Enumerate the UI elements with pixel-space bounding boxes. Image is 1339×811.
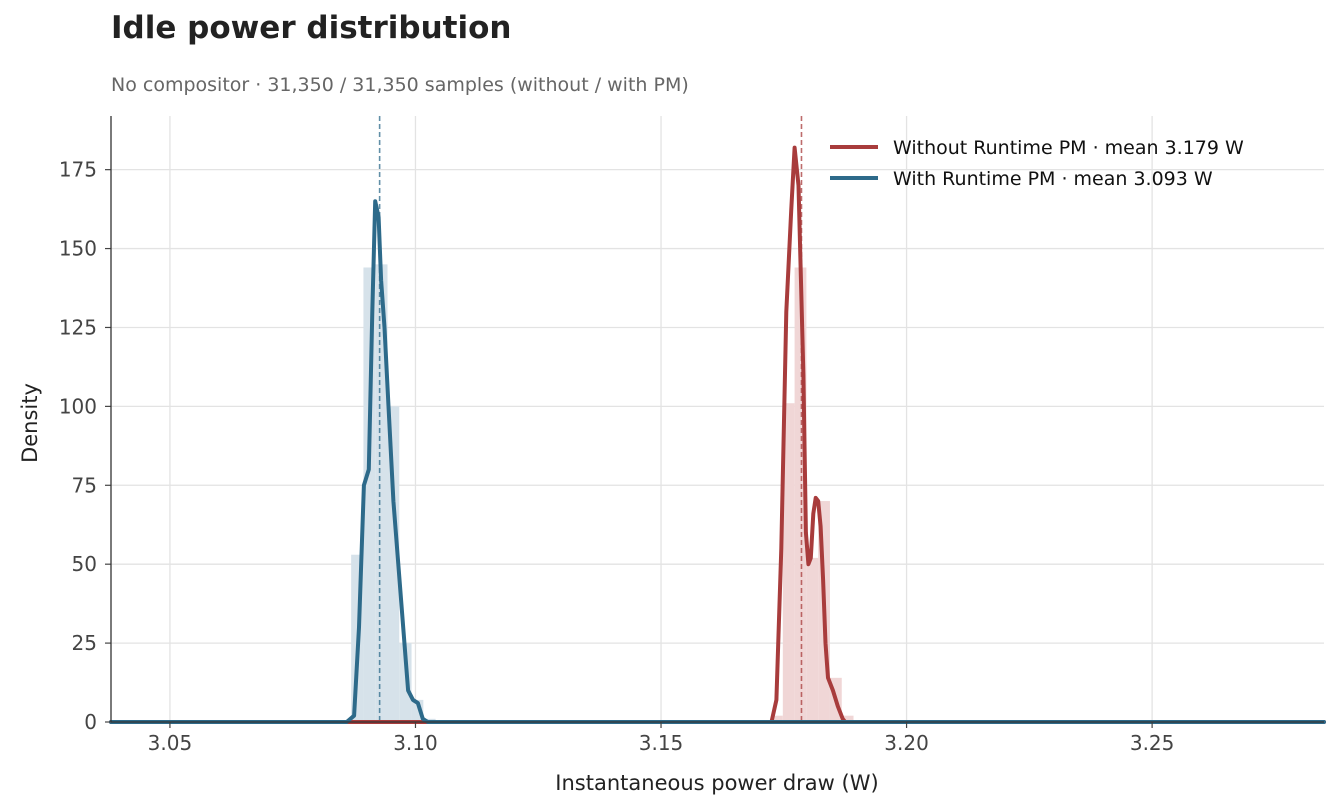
x-tick-label: 3.15 [639, 731, 684, 755]
page-subtitle: No compositor · 31,350 / 31,350 samples … [111, 74, 689, 96]
y-axis-label: Density [18, 383, 42, 463]
x-tick-label: 3.20 [884, 731, 929, 755]
tick-labels-layer: 3.05 3.10 3.15 3.20 3.25 0 25 50 75 100 125 150 175 [59, 158, 1175, 755]
x-tick-label: 3.05 [148, 731, 193, 755]
mean-lines-layer [378, 116, 803, 722]
histogram-bar-series-2 [411, 699, 424, 722]
x-tick-label: 3.10 [393, 731, 438, 755]
axes-layer [105, 116, 1324, 728]
histogram-bar-series-1 [806, 557, 819, 722]
histogram-bar-series-1 [841, 715, 854, 722]
histogram-bar-series-2 [387, 406, 400, 722]
y-tick-label: 0 [84, 710, 97, 734]
page-title: Idle power distribution [111, 10, 512, 46]
y-tick-label: 175 [59, 158, 97, 182]
histogram-bar-series-2 [399, 643, 412, 722]
legend: Without Runtime PM · mean 3.179 W With Ru… [830, 137, 1244, 190]
x-axis-label: Instantaneous power draw (W) [555, 771, 878, 795]
density-curve-series-2 [109, 199, 1326, 724]
y-tick-label: 125 [59, 315, 97, 339]
y-tick-label: 75 [72, 473, 97, 497]
y-tick-label: 25 [72, 631, 97, 655]
histogram-bar-series-1 [782, 403, 795, 722]
histogram-bar-series-1 [771, 715, 783, 722]
histogram-bar-series-2 [363, 267, 376, 722]
y-tick-label: 100 [59, 394, 97, 418]
y-tick-label: 50 [72, 552, 97, 576]
grid-layer [111, 116, 1324, 723]
density-curve-series-1 [109, 145, 1326, 724]
legend-entry-label: With Runtime PM · mean 3.093 W [893, 168, 1213, 190]
histogram-bar-series-1 [794, 267, 807, 722]
histogram-bar-series-2 [375, 264, 388, 722]
legend-entry-label: Without Runtime PM · mean 3.179 W [893, 137, 1244, 159]
y-tick-label: 150 [59, 237, 97, 261]
density-curves-layer [109, 145, 1326, 724]
x-tick-label: 3.25 [1130, 731, 1175, 755]
